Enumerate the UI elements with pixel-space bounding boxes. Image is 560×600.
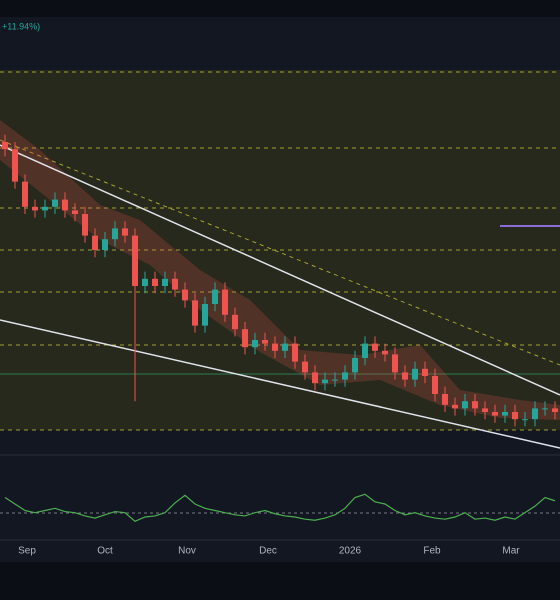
levels xyxy=(0,71,560,431)
candle-body xyxy=(152,278,158,286)
candle-body xyxy=(182,289,188,301)
candle-body xyxy=(262,340,268,344)
candle-body xyxy=(212,289,218,304)
candle-body xyxy=(462,401,468,409)
candle-body xyxy=(162,278,168,286)
candle-body xyxy=(282,343,288,351)
candle-body xyxy=(72,210,78,214)
candle-body xyxy=(302,361,308,373)
change-label: +11.94%) xyxy=(2,21,40,31)
candle-body xyxy=(92,235,98,250)
candle-body xyxy=(352,358,358,373)
candle-body xyxy=(22,181,28,207)
candle-body xyxy=(452,404,458,409)
candle-body xyxy=(292,343,298,362)
candle-body xyxy=(142,278,148,286)
candle-body xyxy=(102,239,108,250)
x-tick-label: Oct xyxy=(97,546,113,557)
candle-body xyxy=(412,368,418,380)
candle-body xyxy=(242,329,248,348)
candle-body xyxy=(552,408,558,412)
candle-body xyxy=(342,372,348,380)
candle-body xyxy=(482,408,488,412)
candle-body xyxy=(402,372,408,380)
candle-body xyxy=(132,235,138,286)
candle-body xyxy=(82,214,88,236)
candle-body xyxy=(122,228,128,236)
candle-body xyxy=(502,412,508,416)
candle-body xyxy=(312,372,318,384)
candle-body xyxy=(62,199,68,211)
candle-body xyxy=(52,199,58,207)
x-tick-label: Dec xyxy=(259,546,277,557)
trend-lines xyxy=(0,144,560,449)
candle-body xyxy=(222,289,228,315)
candle-body xyxy=(532,408,538,420)
x-tick-label: Mar xyxy=(502,546,520,557)
x-tick-label: Feb xyxy=(423,546,441,557)
candle-body xyxy=(322,379,328,384)
candle-body xyxy=(392,354,398,373)
candle-body xyxy=(512,412,518,420)
candle-body xyxy=(12,149,18,182)
bottom-bar xyxy=(0,562,560,600)
candle-body xyxy=(382,350,388,355)
cloud xyxy=(0,120,560,420)
candle-body xyxy=(42,206,48,211)
candle-body xyxy=(372,343,378,351)
candle-body xyxy=(442,394,448,405)
candle-body xyxy=(172,278,178,290)
candle-body xyxy=(522,419,528,421)
candle-body xyxy=(542,408,548,410)
candle-body xyxy=(332,379,338,381)
candle-body xyxy=(492,412,498,416)
candle-body xyxy=(202,304,208,326)
x-tick-label: Nov xyxy=(178,546,196,557)
candle-body xyxy=(232,314,238,330)
candle-body xyxy=(252,340,258,348)
top-bar xyxy=(0,0,560,17)
candle-body xyxy=(32,206,38,211)
candle-body xyxy=(192,300,198,326)
candle-body xyxy=(112,228,118,240)
candle-body xyxy=(432,376,438,394)
candle-body xyxy=(2,142,8,150)
x-tick-label: 2026 xyxy=(339,546,362,557)
indicator-line xyxy=(4,493,556,523)
candle-body xyxy=(472,401,478,409)
candle-body xyxy=(272,343,278,351)
candle-body xyxy=(362,343,368,358)
x-tick-label: Sep xyxy=(18,546,36,557)
candle-body xyxy=(422,368,428,376)
